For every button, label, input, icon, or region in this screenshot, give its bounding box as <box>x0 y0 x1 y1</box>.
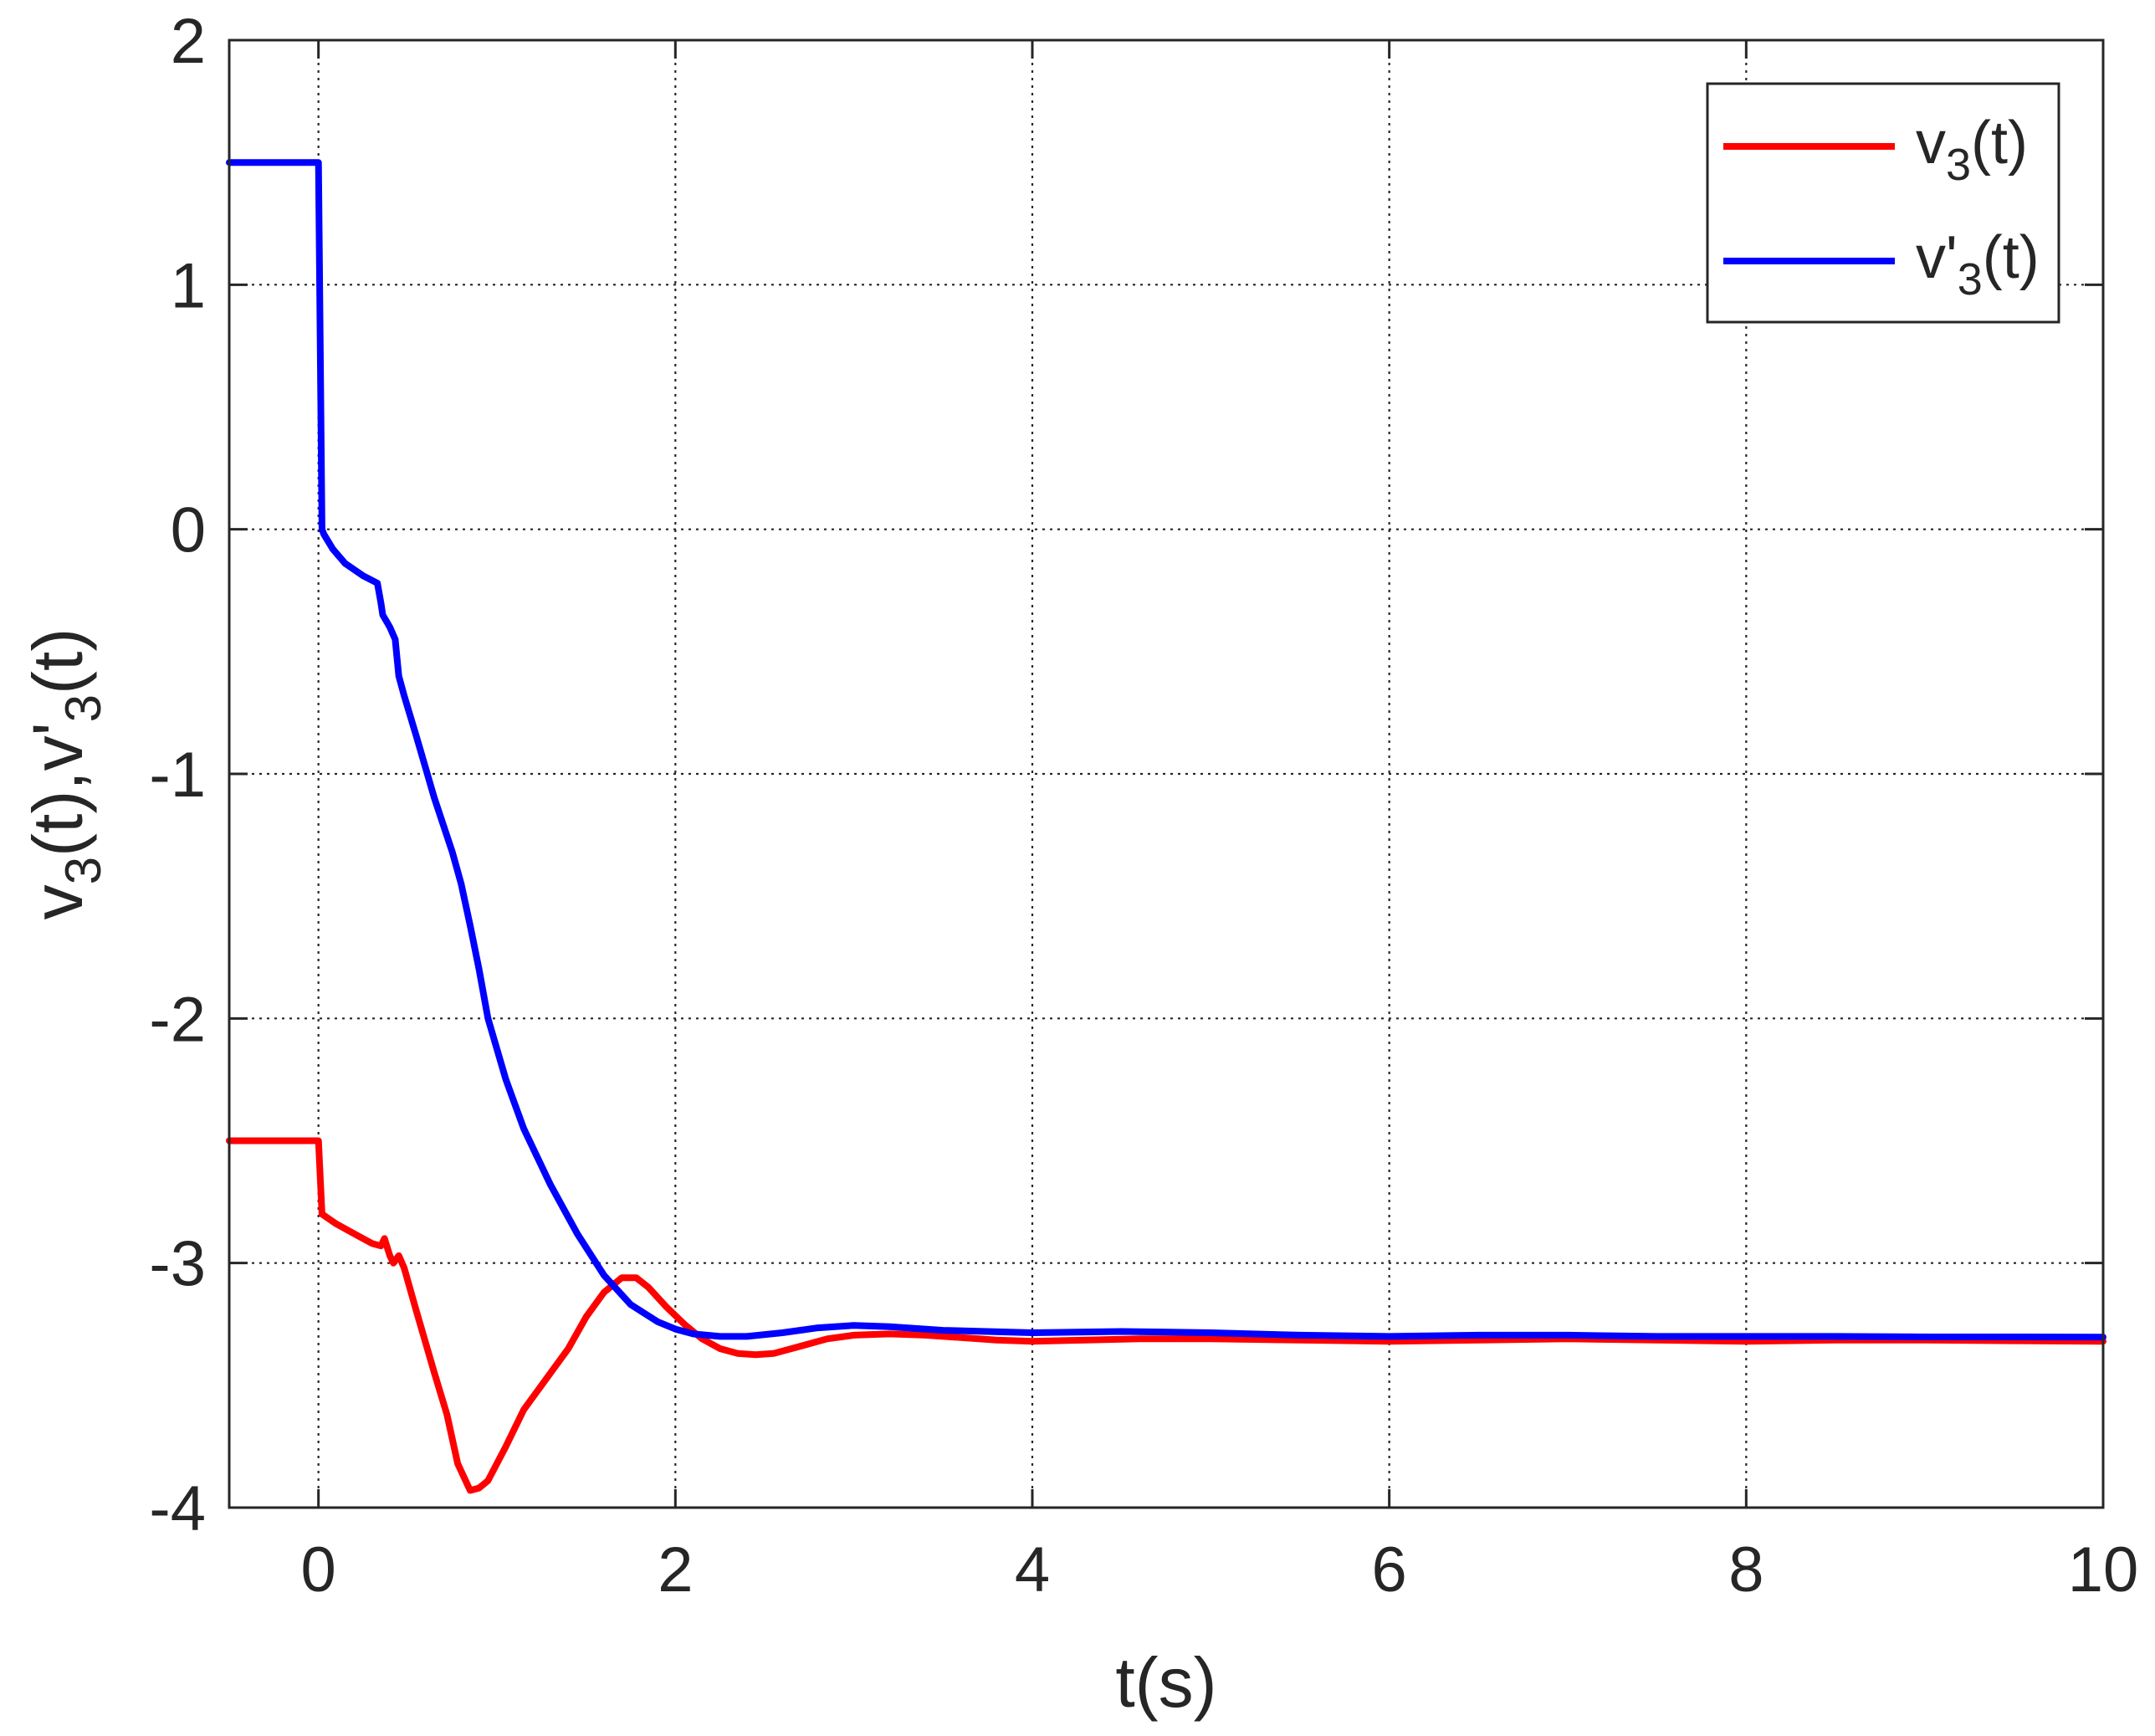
y-label-subscript: 3 <box>55 857 111 884</box>
legend-label-subscript: 3 <box>1946 140 1971 190</box>
x-tick-label: 6 <box>1372 1534 1407 1605</box>
y-tick-label: 0 <box>171 495 206 566</box>
y-label-part: (t) <box>18 628 97 694</box>
y-tick-label: 2 <box>171 6 206 77</box>
series-line-v3-prime <box>226 159 2106 1341</box>
y-label-part: (t),v' <box>18 722 97 857</box>
x-tick-label: 10 <box>2068 1534 2139 1605</box>
y-tick-labels: -4 -3 -2 -1 0 1 2 <box>149 6 206 1544</box>
tick-marks <box>229 38 2105 1509</box>
legend-label-subscript: 3 <box>1958 254 1983 305</box>
legend-label-part: (t) <box>1971 110 2028 177</box>
y-axis-label: v3(t),v'3(t) <box>18 628 111 920</box>
x-tick-label: 2 <box>658 1534 693 1605</box>
series-line-v3 <box>226 1137 2106 1494</box>
x-tick-label: 0 <box>301 1534 336 1605</box>
legend: v3(t) v'3(t) <box>1706 82 2060 324</box>
legend-label-v3: v3(t) <box>1916 110 2028 190</box>
legend-label-part: v' <box>1916 224 1958 291</box>
data-series <box>226 159 2106 1494</box>
y-label-part: v <box>18 884 97 919</box>
x-axis-label: t(s) <box>1115 1643 1216 1722</box>
x-tick-labels: 0 2 4 6 8 10 <box>301 1534 2139 1605</box>
y-tick-label: -3 <box>149 1229 206 1300</box>
legend-label-part: v <box>1916 110 1946 177</box>
y-tick-label: -2 <box>149 984 206 1055</box>
y-label-subscript: 3 <box>55 694 111 722</box>
x-tick-label: 4 <box>1015 1534 1050 1605</box>
y-tick-label: -4 <box>149 1473 206 1544</box>
y-tick-label: -1 <box>149 740 206 811</box>
legend-label-part: (t) <box>1983 224 2040 291</box>
legend-box <box>1706 82 2060 324</box>
legend-label-v3-prime: v'3(t) <box>1916 224 2040 305</box>
x-tick-label: 8 <box>1728 1534 1763 1605</box>
y-tick-label: 1 <box>171 250 206 321</box>
